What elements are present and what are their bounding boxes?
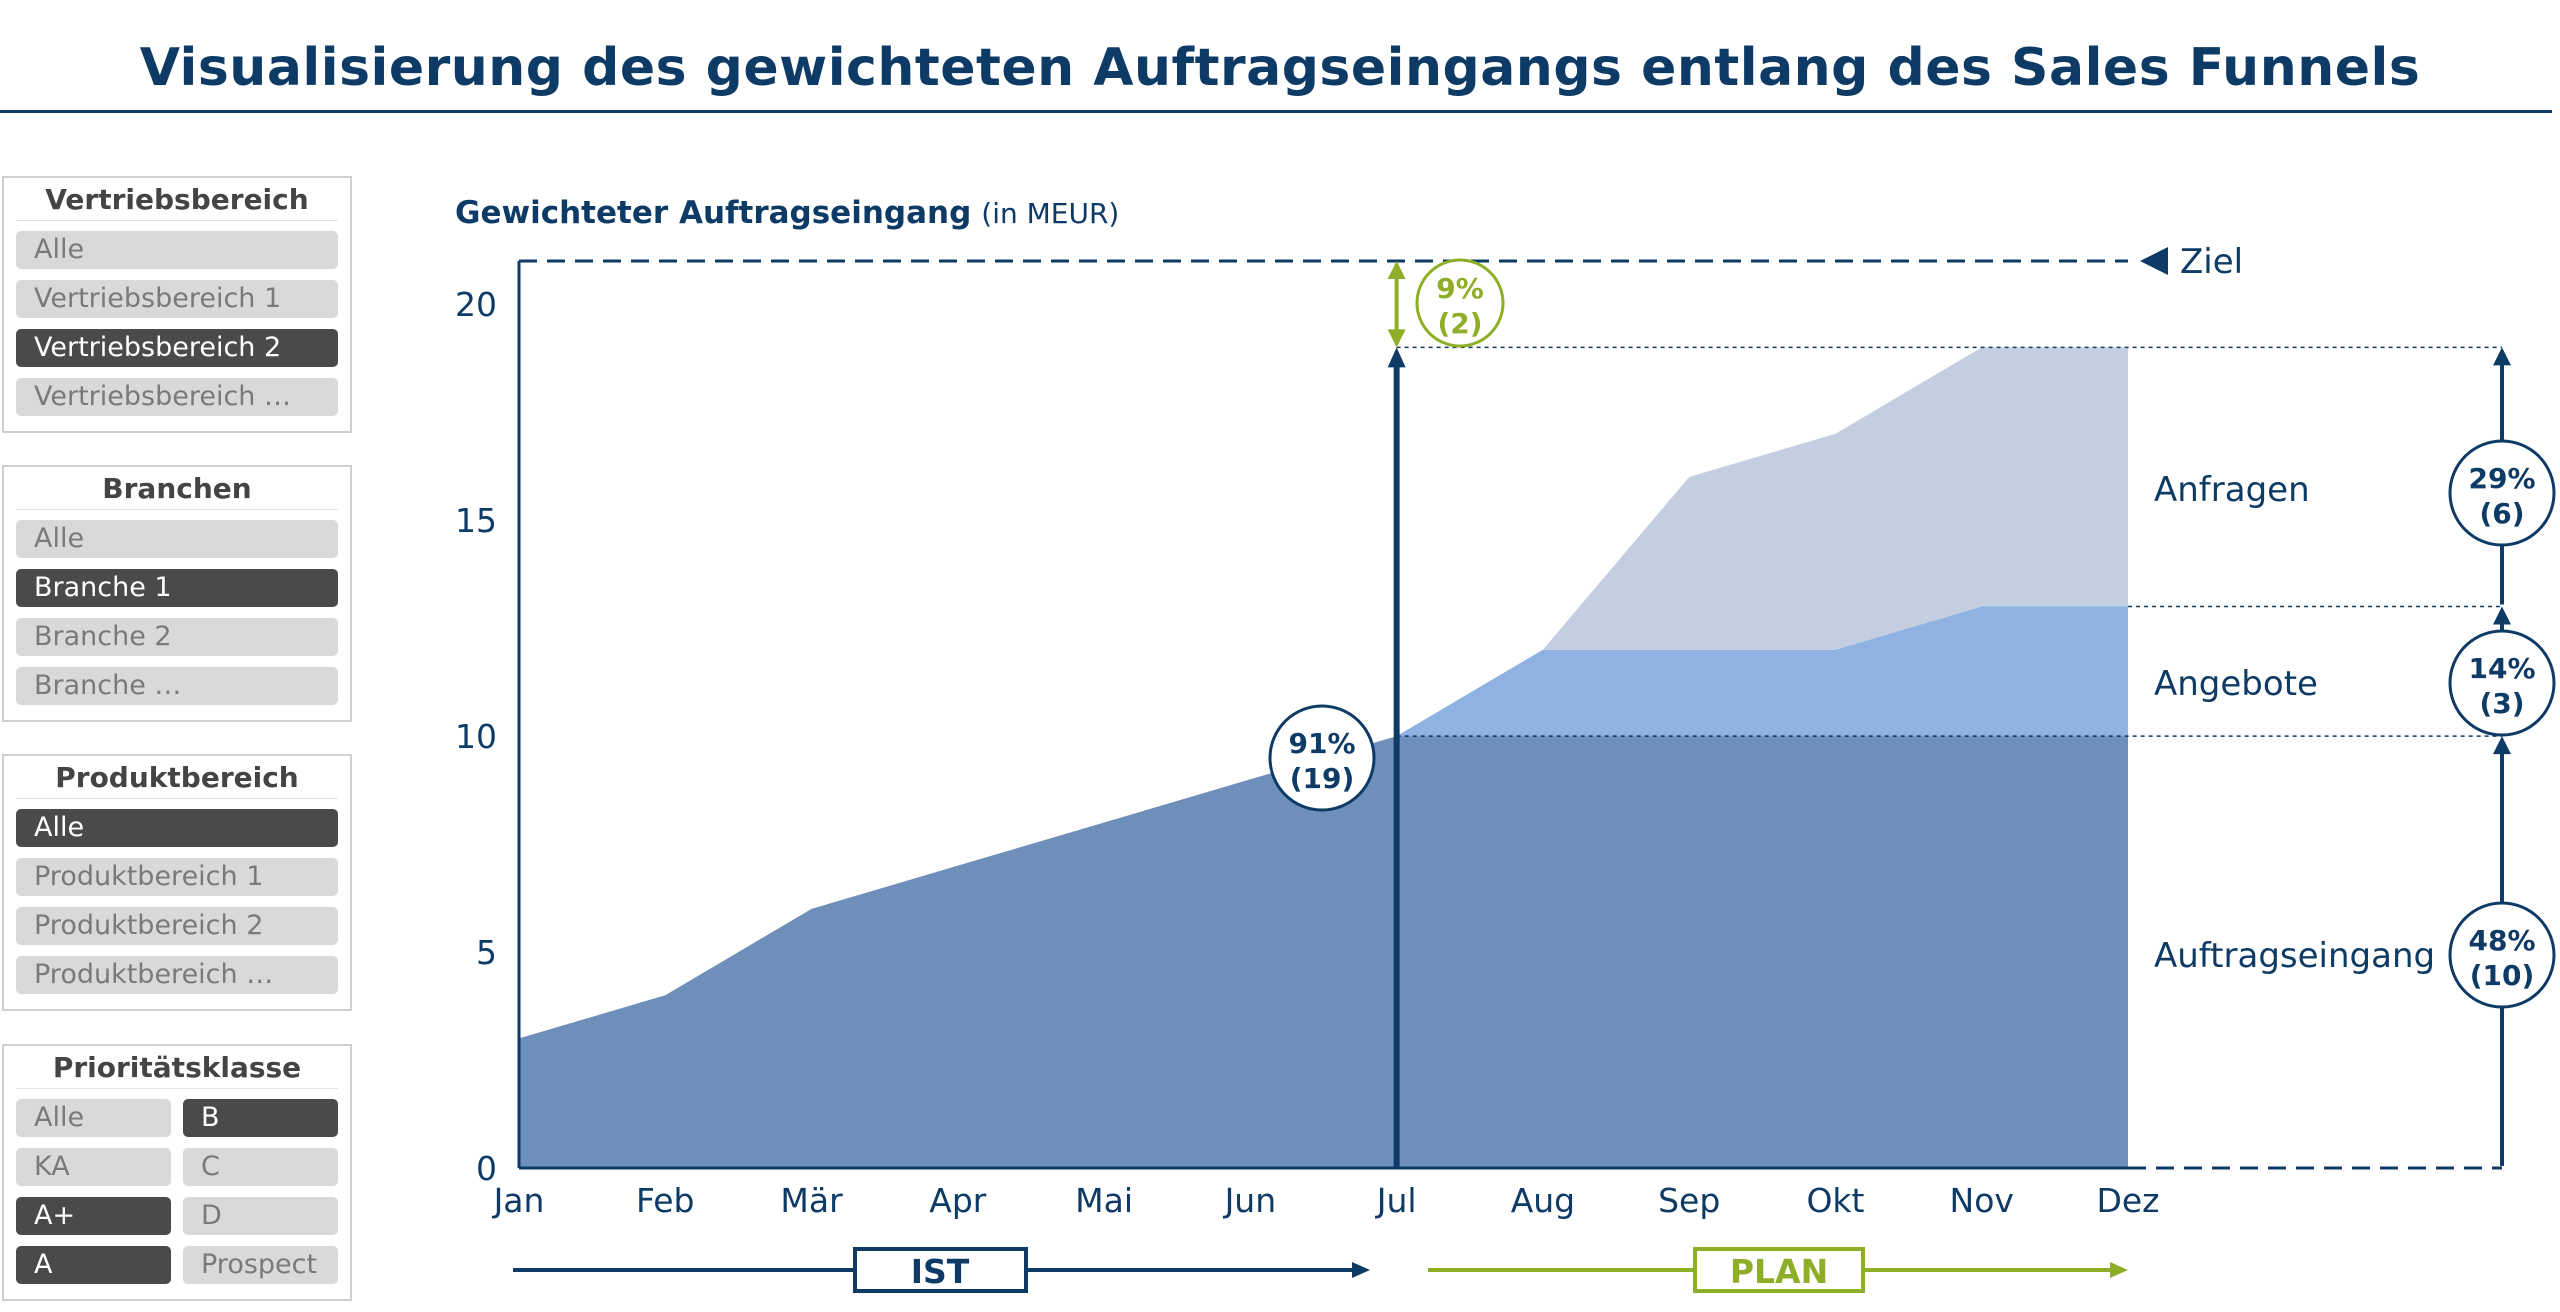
chart-title-main: Gewichteter Auftragseingang bbox=[455, 195, 971, 231]
gap-bubble-abs: (2) bbox=[1437, 307, 1482, 340]
filter-option[interactable]: Branche … bbox=[16, 667, 338, 705]
x-tick-label: Mai bbox=[1075, 1181, 1133, 1220]
filter-option[interactable]: Alle bbox=[16, 231, 338, 269]
target-marker-icon bbox=[2140, 247, 2168, 275]
filter-panel-3: Produktbereich Alle Produktbereich 1 Produk… bbox=[2, 754, 352, 1011]
filter-option[interactable]: Prospect bbox=[183, 1246, 338, 1284]
filter-option[interactable]: Vertriebsbereich 1 bbox=[16, 280, 338, 318]
seg-arrow-auftragseingang-arrowhead-icon bbox=[2493, 736, 2511, 755]
anfragen-bubble-pct: 29% bbox=[2468, 462, 2535, 495]
filter-panel-1: Vertriebsbereich Alle Vertriebsbereich 1 Ve… bbox=[2, 176, 352, 433]
series-area-auftragseingang bbox=[519, 736, 2128, 1168]
y-tick-label: 5 bbox=[476, 933, 497, 972]
chart-title: Gewichteter Auftragseingang (in MEUR) bbox=[455, 195, 1119, 231]
ist-label-box bbox=[853, 1247, 1028, 1293]
y-tick-label: 15 bbox=[455, 501, 497, 540]
filter-panel-heading: Produktbereich bbox=[16, 756, 338, 799]
filter-option[interactable]: Alle bbox=[16, 520, 338, 558]
current-bubble-circle bbox=[1268, 704, 1376, 812]
filter-option[interactable]: Alle bbox=[16, 1099, 171, 1137]
x-tick-label: Apr bbox=[929, 1181, 987, 1220]
filter-option[interactable]: KA bbox=[16, 1148, 171, 1186]
anfragen-bubble-abs: (6) bbox=[2479, 497, 2524, 530]
x-tick-label: Jan bbox=[492, 1181, 545, 1220]
gap-bubble-circle bbox=[1415, 258, 1505, 348]
current-bubble-pct: 91% bbox=[1288, 727, 1355, 760]
filter-option-list: Alle Branche 1 Branche 2 Branche … bbox=[4, 510, 350, 720]
seg-arrow-anfragen-arrowhead-icon bbox=[2493, 347, 2511, 366]
filter-option[interactable]: Vertriebsbereich 2 bbox=[16, 329, 338, 367]
filter-option[interactable]: Branche 1 bbox=[16, 569, 338, 607]
x-tick-label: Sep bbox=[1658, 1181, 1720, 1220]
x-tick-label: Jul bbox=[1375, 1181, 1417, 1220]
filter-option[interactable]: Produktbereich … bbox=[16, 956, 338, 994]
axes-layer: 0 5 10 15 20 Jan Feb Mär Apr Mai Jun Jul Aug Sep Okt No… bbox=[455, 261, 2160, 1220]
filter-option[interactable]: Branche 2 bbox=[16, 618, 338, 656]
filter-option-list: Alle Vertriebsbereich 1 Vertriebsbereich 2… bbox=[4, 221, 350, 431]
filter-panel-heading: Prioritätsklasse bbox=[16, 1046, 338, 1089]
title-rule bbox=[0, 110, 2552, 113]
plan-label: PLAN bbox=[1730, 1252, 1828, 1291]
series-label-angebote: Angebote bbox=[2154, 664, 2318, 704]
gap-arrowhead-down-icon bbox=[1387, 329, 1406, 348]
series-label-anfragen: Anfragen bbox=[2154, 470, 2310, 510]
auftragseingang-bubble-pct: 48% bbox=[2468, 924, 2535, 957]
current-month-arrowhead-icon bbox=[1387, 347, 1406, 368]
series-label-auftragseingang: Auftragseingang bbox=[2154, 936, 2435, 976]
angebote-bubble-circle bbox=[2448, 629, 2556, 737]
x-tick-label: Nov bbox=[1950, 1181, 2014, 1220]
filter-option[interactable]: A+ bbox=[16, 1197, 171, 1235]
annotation-layer: Ziel 9%(2) 91%(19) 29%(6) 14%(3) 48%(10) Auftr… bbox=[513, 242, 2556, 1293]
gap-arrowhead-up-icon bbox=[1387, 261, 1406, 279]
filter-option[interactable]: Vertriebsbereich … bbox=[16, 378, 338, 416]
anfragen-bubble-circle bbox=[2448, 439, 2556, 547]
filter-option[interactable]: Alle bbox=[16, 809, 338, 847]
x-tick-label: Okt bbox=[1806, 1181, 1864, 1220]
ist-arrowhead-icon bbox=[1352, 1262, 1370, 1278]
filter-option[interactable]: A bbox=[16, 1246, 171, 1284]
x-tick-label: Jun bbox=[1223, 1181, 1277, 1220]
series-area-anfragen bbox=[519, 347, 2128, 1039]
filter-panel-4: Prioritätsklasse Alle B KA C A+ D A Prospect bbox=[2, 1044, 352, 1301]
ist-label: IST bbox=[911, 1252, 970, 1291]
filter-option[interactable]: C bbox=[183, 1148, 338, 1186]
angebote-bubble-pct: 14% bbox=[2468, 652, 2535, 685]
area-layer bbox=[519, 347, 2128, 1168]
filter-option[interactable]: B bbox=[183, 1099, 338, 1137]
page-title: Visualisierung des gewichteten Auftragse… bbox=[139, 38, 2421, 98]
angebote-bubble-abs: (3) bbox=[2479, 687, 2524, 720]
series-area-angebote bbox=[519, 606, 2128, 1039]
seg-arrow-angebote-arrowhead-icon bbox=[2493, 606, 2511, 625]
x-tick-label: Dez bbox=[2096, 1181, 2159, 1220]
gap-bubble-pct: 9% bbox=[1436, 272, 1484, 305]
plan-label-box bbox=[1693, 1247, 1865, 1293]
auftragseingang-bubble-abs: (10) bbox=[2470, 959, 2535, 992]
plan-arrowhead-icon bbox=[2110, 1262, 2128, 1278]
filter-panel-heading: Vertriebsbereich bbox=[16, 178, 338, 221]
current-bubble-abs: (19) bbox=[1290, 762, 1355, 795]
chart-title-unit: (in MEUR) bbox=[981, 197, 1119, 230]
filter-option[interactable]: Produktbereich 1 bbox=[16, 858, 338, 896]
filter-option[interactable]: D bbox=[183, 1197, 338, 1235]
y-tick-label: 10 bbox=[455, 717, 497, 756]
y-tick-label: 20 bbox=[455, 285, 497, 324]
filter-panel-heading: Branchen bbox=[16, 467, 338, 510]
filter-option[interactable]: Produktbereich 2 bbox=[16, 907, 338, 945]
filter-option-list: Alle Produktbereich 1 Produktbereich 2 Prod… bbox=[4, 799, 350, 1009]
x-tick-label: Aug bbox=[1511, 1181, 1575, 1220]
filter-option-list: Alle B KA C A+ D A Prospect bbox=[4, 1089, 350, 1299]
y-tick-label: 0 bbox=[476, 1149, 497, 1188]
filter-panel-2: Branchen Alle Branche 1 Branche 2 Branche … bbox=[2, 465, 352, 722]
target-label: Ziel bbox=[2180, 242, 2243, 282]
x-tick-label: Feb bbox=[636, 1181, 694, 1220]
x-tick-label: Mär bbox=[780, 1181, 843, 1220]
auftragseingang-bubble-circle bbox=[2448, 901, 2556, 1009]
